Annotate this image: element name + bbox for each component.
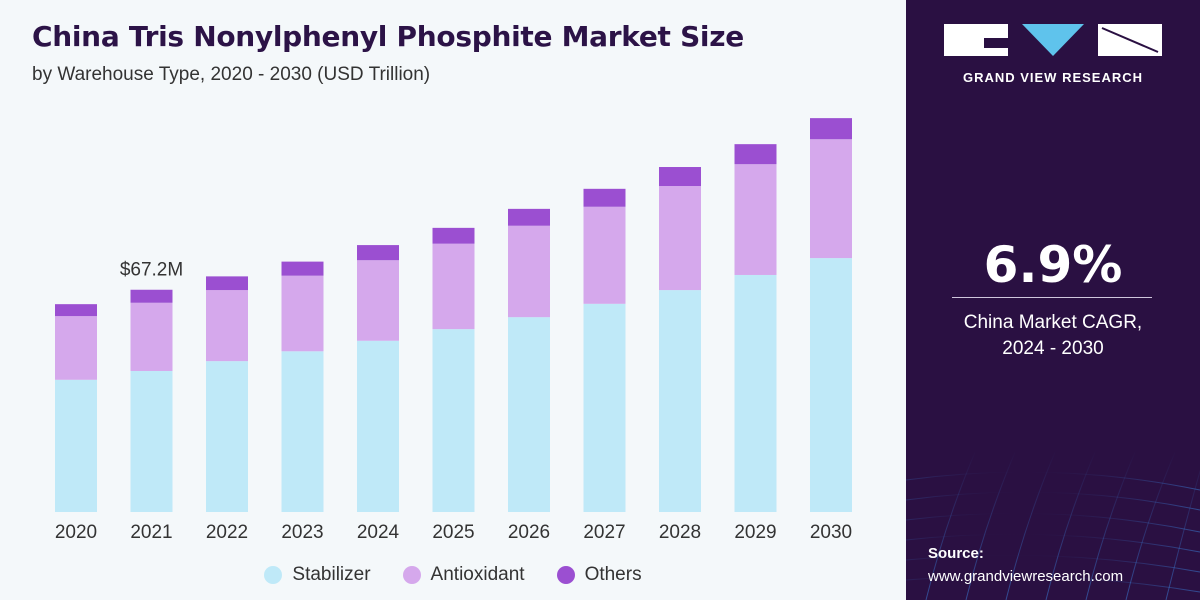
bar-segment-others-2023 (281, 261, 324, 276)
bar-segment-antioxidant-2023 (281, 275, 324, 352)
stacked-bar-chart: 2020 2021 $67.2M 2022 2023 2024 2025 2026 2027 20… (55, 118, 852, 543)
bar-segment-others-2022 (206, 276, 248, 291)
bar-segment-others-2025 (432, 227, 475, 244)
bar-segment-stabilizer-2021 (130, 370, 173, 512)
bar-segment-stabilizer-2026 (508, 317, 550, 512)
bar-segment-antioxidant-2020 (55, 316, 97, 380)
bar-segment-stabilizer-2025 (432, 329, 475, 512)
x-tick-label-2020: 2020 (55, 522, 97, 543)
cagr-label-line2: 2024 - 2030 (1002, 338, 1104, 359)
legend-swatch-others (556, 566, 575, 584)
x-tick-label-2021: 2021 (130, 522, 172, 543)
decorative-grid-graphic (906, 449, 1200, 600)
x-tick-label-2026: 2026 (508, 522, 550, 543)
bar-segment-others-2028 (659, 167, 701, 187)
brand-name: GRAND VIEW RESEARCH (962, 70, 1144, 85)
legend-label-antioxidant: Antioxidant (430, 564, 525, 585)
x-tick-label-2025: 2025 (432, 522, 474, 543)
legend-swatch-stabilizer (264, 566, 283, 584)
bar-segment-others-2024 (357, 245, 399, 261)
bar-segment-stabilizer-2024 (357, 340, 399, 512)
legend-label-stabilizer: Stabilizer (292, 564, 371, 585)
bar-segment-others-2027 (583, 188, 626, 207)
bar-segment-stabilizer-2028 (659, 290, 701, 512)
x-tick-label-2023: 2023 (281, 522, 323, 543)
bar-segment-antioxidant-2027 (583, 206, 626, 304)
bar-segment-antioxidant-2028 (659, 186, 701, 291)
chart-legend: Stabilizer Antioxidant Others (0, 560, 906, 590)
cagr-value: 6.9% (983, 236, 1123, 294)
x-tick-label-2024: 2024 (357, 522, 400, 543)
bar-segment-stabilizer-2022 (206, 361, 248, 512)
x-tick-label-2029: 2029 (734, 522, 776, 543)
cagr-label-line1: China Market CAGR, (963, 312, 1143, 333)
bar-segment-others-2020 (55, 304, 97, 317)
bar-segment-stabilizer-2023 (281, 351, 324, 512)
legend-item-others: Others (556, 564, 642, 586)
bar-segment-antioxidant-2022 (206, 290, 248, 362)
legend-item-stabilizer: Stabilizer (264, 564, 371, 586)
data-label-2021: $67.2M (120, 260, 183, 281)
x-tick-label-2030: 2030 (810, 522, 852, 543)
bar-segment-antioxidant-2024 (357, 260, 399, 341)
x-tick-label-2022: 2022 (206, 522, 248, 543)
x-tick-label-2028: 2028 (659, 522, 701, 543)
legend-item-antioxidant: Antioxidant (402, 564, 525, 586)
bar-segment-antioxidant-2021 (130, 302, 173, 371)
bar-segment-antioxidant-2029 (734, 164, 777, 275)
bar-segment-antioxidant-2026 (508, 225, 550, 318)
bar-segment-others-2026 (508, 208, 550, 226)
grand-view-research-logo (944, 24, 1162, 56)
cagr-label: China Market CAGR, 2024 - 2030 (906, 310, 1200, 362)
bar-segment-others-2021 (130, 289, 173, 303)
source-label: Source: (928, 545, 984, 562)
bar-segment-others-2029 (734, 144, 777, 165)
chart-subtitle: by Warehouse Type, 2020 - 2030 (USD Tril… (32, 64, 431, 85)
info-panel: GRAND VIEW RESEARCH 6.9% China Market CA… (906, 0, 1200, 600)
cagr-divider (952, 297, 1152, 298)
bar-segment-antioxidant-2030 (810, 139, 852, 259)
bar-segment-stabilizer-2027 (583, 303, 626, 512)
bar-segment-stabilizer-2020 (55, 379, 97, 512)
bar-segment-antioxidant-2025 (432, 243, 475, 330)
legend-swatch-antioxidant (402, 566, 421, 584)
bar-segment-others-2030 (810, 118, 852, 140)
legend-label-others: Others (584, 564, 642, 585)
chart-title: China Tris Nonylphenyl Phosphite Market … (32, 20, 744, 53)
bar-segment-stabilizer-2030 (810, 258, 852, 512)
chart-panel: China Tris Nonylphenyl Phosphite Market … (0, 0, 906, 600)
x-tick-label-2027: 2027 (583, 522, 625, 543)
bar-segment-stabilizer-2029 (734, 274, 777, 512)
source-link[interactable]: www.grandviewresearch.com (928, 568, 1124, 585)
